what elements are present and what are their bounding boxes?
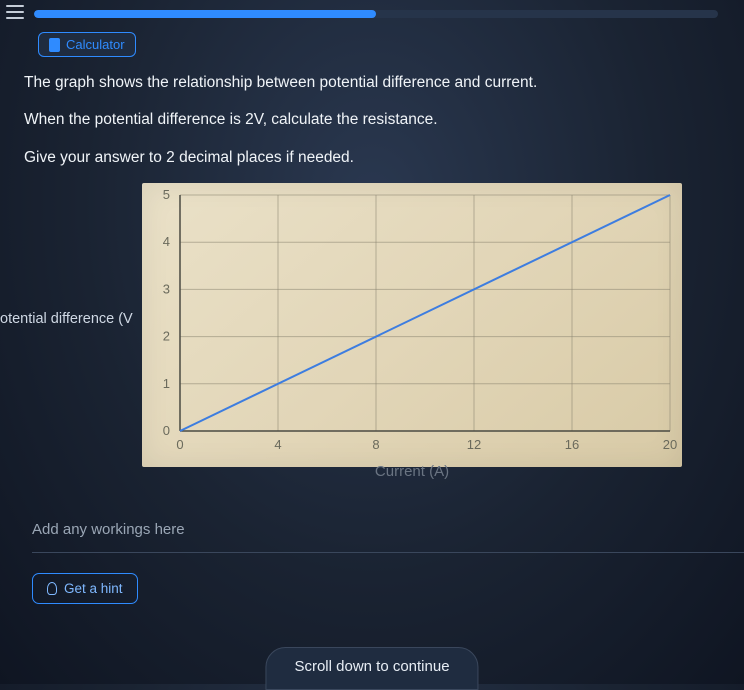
- calculator-label: Calculator: [66, 37, 125, 52]
- progress-bar: [34, 10, 718, 18]
- svg-text:2: 2: [163, 328, 170, 343]
- chart-panel: 012345048121620: [142, 183, 682, 467]
- y-axis-label: otential difference (V: [0, 311, 133, 327]
- progress-fill: [34, 10, 376, 18]
- svg-text:16: 16: [565, 437, 579, 452]
- get-hint-button[interactable]: Get a hint: [32, 573, 138, 604]
- svg-text:12: 12: [467, 437, 481, 452]
- graph-container: otential difference (V 012345048121620 C…: [24, 183, 664, 467]
- svg-text:20: 20: [663, 437, 677, 452]
- svg-text:4: 4: [163, 234, 170, 249]
- calculator-button[interactable]: Calculator: [38, 32, 136, 57]
- calculator-icon: [49, 38, 60, 52]
- workings-placeholder: Add any workings here: [32, 511, 720, 552]
- scroll-label: Scroll down to continue: [294, 658, 449, 675]
- question-line-3: Give your answer to 2 decimal places if …: [24, 146, 720, 169]
- bulb-icon: [47, 582, 57, 595]
- workings-area[interactable]: Add any workings here: [24, 511, 720, 553]
- line-chart: 012345048121620: [142, 183, 682, 467]
- svg-text:3: 3: [163, 281, 170, 296]
- menu-icon[interactable]: [6, 5, 24, 19]
- question-line-1: The graph shows the relationship between…: [24, 71, 720, 94]
- svg-text:0: 0: [176, 437, 183, 452]
- question-line-2: When the potential difference is 2V, cal…: [24, 108, 720, 131]
- svg-text:1: 1: [163, 376, 170, 391]
- svg-text:5: 5: [163, 187, 170, 202]
- x-axis-label: Current (A): [142, 463, 682, 480]
- svg-text:8: 8: [372, 437, 379, 452]
- svg-text:0: 0: [163, 423, 170, 438]
- hint-label: Get a hint: [64, 581, 123, 596]
- workings-divider: [32, 552, 744, 553]
- svg-text:4: 4: [274, 437, 281, 452]
